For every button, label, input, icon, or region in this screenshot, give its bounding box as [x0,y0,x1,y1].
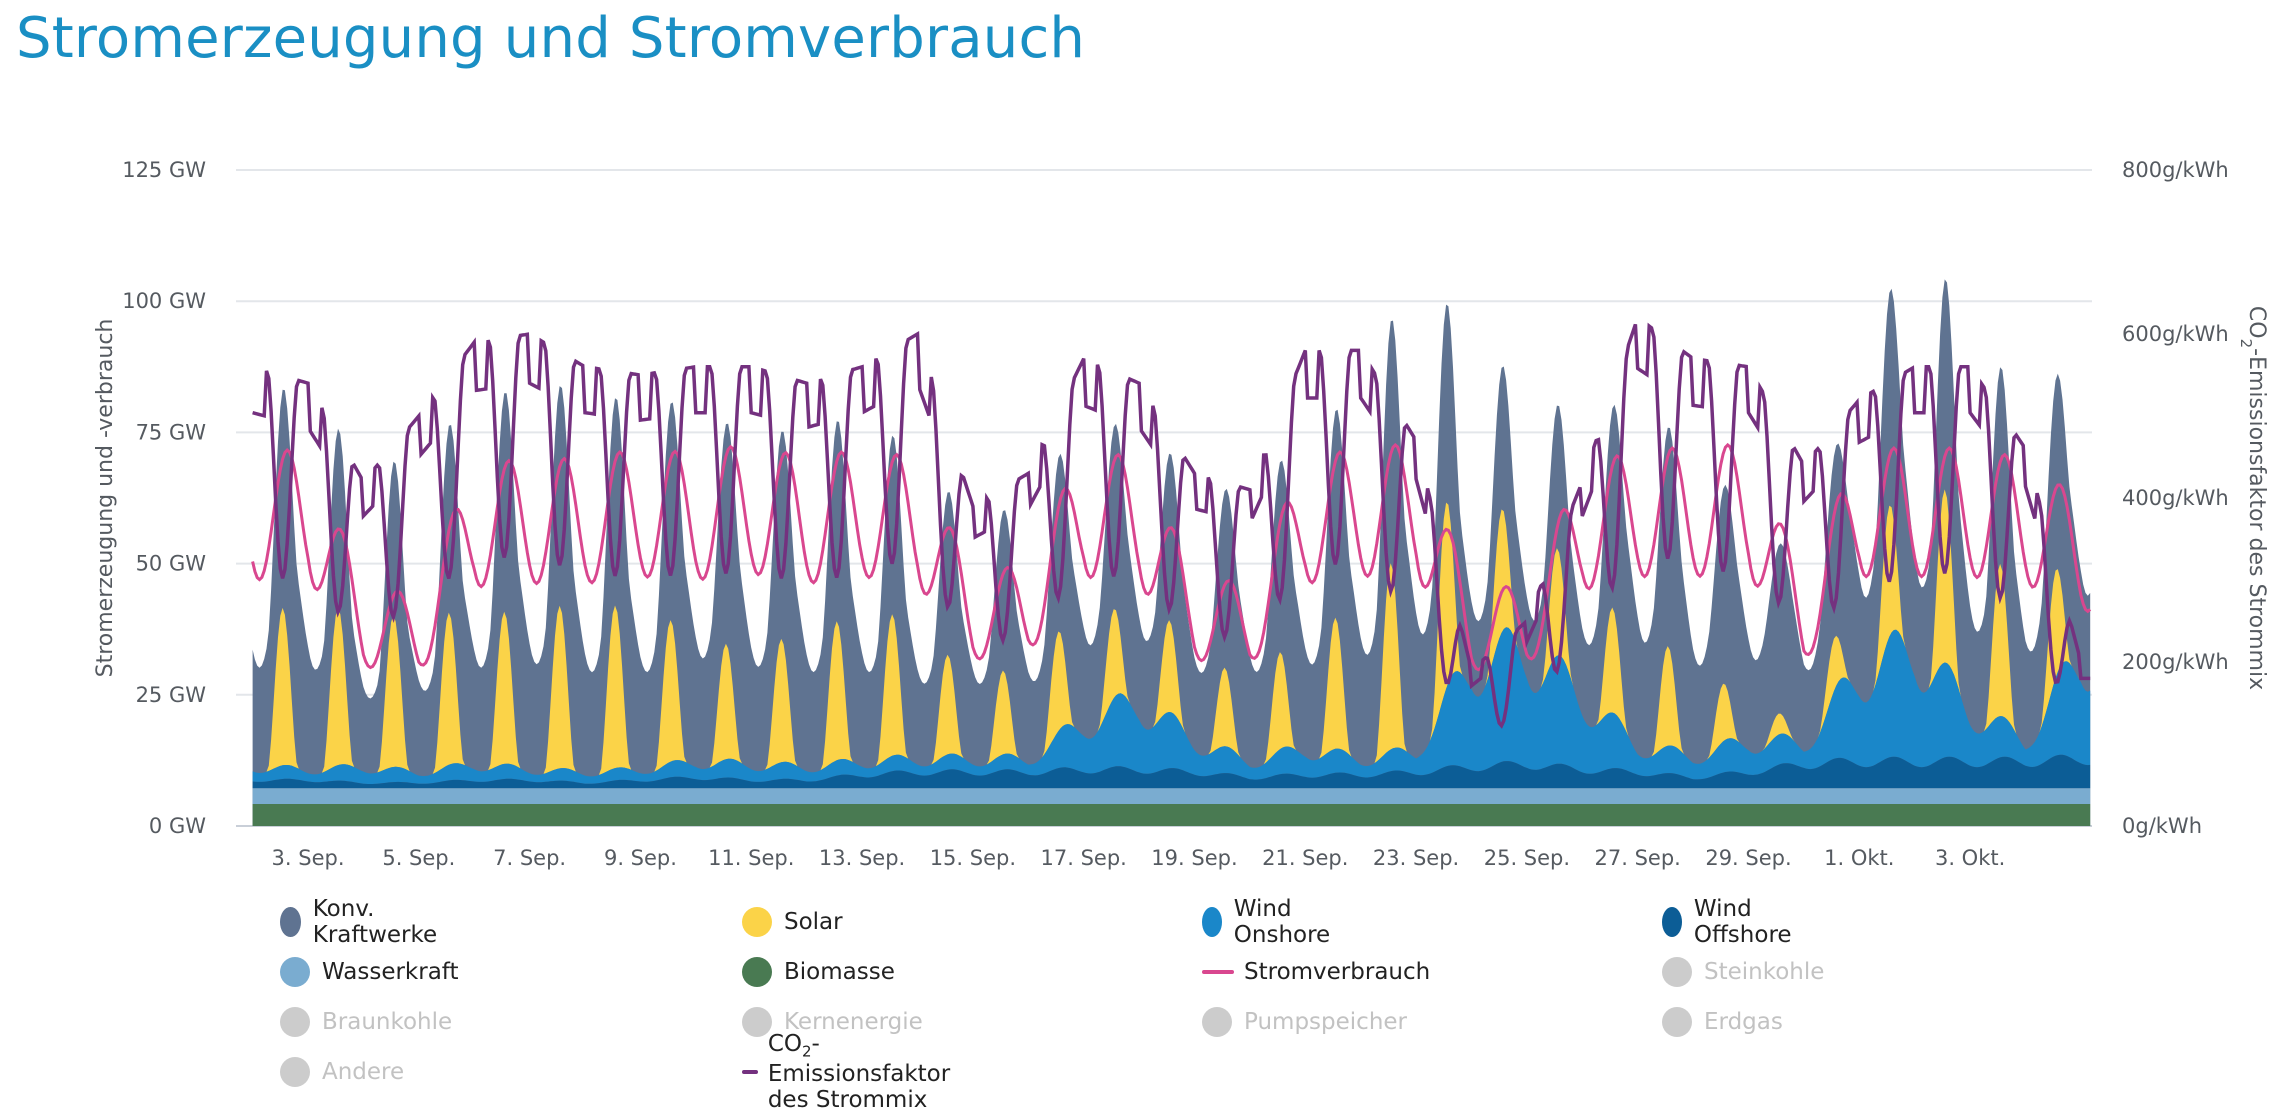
solar-swatch [742,907,772,937]
x-tick-label: 11. Sep. [708,846,794,870]
co2-pre: CO [767,1031,802,1058]
legend-label: Erdgas [1704,1009,1783,1035]
y2-axis-title: CO2-Emissionsfaktor des Strommix [2237,306,2269,690]
area-solar [252,489,2091,777]
x-tick-label: 3. Sep. [272,846,345,870]
legend-item-pumpspeicher[interactable]: Pumpspeicher [1202,1002,1407,1042]
wasserkraft-swatch [280,957,310,987]
y2-title-pre: CO [2244,306,2269,339]
y-axis-left: 0 GW 25 GW 50 GW 75 GW 100 GW 125 GW [122,158,206,838]
wind-onshore-swatch [1202,907,1222,937]
legend-item-konv-kraftwerke[interactable]: Konv. Kraftwerke [280,896,446,948]
x-tick-label: 21. Sep. [1262,846,1348,870]
legend-item-kernenergie[interactable]: Kernenergie [742,1002,923,1042]
x-tick-label: 29. Sep. [1705,846,1791,870]
legend-label: Pumpspeicher [1244,1009,1407,1035]
x-tick-label: 5. Sep. [382,846,455,870]
legend-item-solar[interactable]: Solar [742,902,843,942]
area-biomasse [252,803,2091,826]
erdgas-swatch [1662,1007,1692,1037]
legend-label: Andere [322,1059,405,1085]
x-tick-label: 1. Okt. [1824,846,1894,870]
x-tick-label: 27. Sep. [1595,846,1681,870]
legend-label: Wind Onshore [1233,896,1331,948]
legend-item-wind-onshore[interactable]: Wind Onshore [1202,896,1340,948]
legend-item-wasserkraft[interactable]: Wasserkraft [280,952,459,992]
y-tick-label: 75 GW [136,420,207,444]
legend-label: Solar [784,909,843,935]
kernenergie-swatch [742,1007,772,1037]
y-tick-label: 0 GW [149,814,206,838]
biomasse-swatch [742,957,772,987]
line-stromverbrauch [251,442,2092,672]
legend-item-erdgas[interactable]: Erdgas [1662,1002,1783,1042]
y2-title-post: -Emissionsfaktor des Strommix [2244,348,2269,690]
x-tick-label: 3. Okt. [1935,846,2005,870]
y-tick-label: 50 GW [136,552,207,576]
legend-item-stromverbrauch[interactable]: Stromverbrauch [1202,952,1430,992]
andere-swatch [280,1057,310,1087]
co2-sub: 2 [802,1042,812,1061]
legend-item-co2-emissionsfaktor[interactable]: CO2-Emissionsfaktor des Strommix [742,1031,966,1113]
legend-item-wind-offshore[interactable]: Wind Offshore [1662,896,1802,948]
konv-kraftwerke-swatch [280,907,301,937]
legend-item-biomasse[interactable]: Biomasse [742,952,895,992]
line-series [251,322,2092,729]
legend-label: Wasserkraft [322,959,459,985]
x-tick-label: 13. Sep. [819,846,905,870]
legend-item-andere[interactable]: Andere [280,1052,404,1092]
legend-label: Kernenergie [784,1009,923,1035]
stacked-areas [252,279,2091,826]
area-konv-kraftwerke [252,279,2091,826]
y-tick-label: 25 GW [136,683,207,707]
x-tick-label: 17. Sep. [1041,846,1127,870]
y2-tick-label: 600g/kWh [2122,322,2229,346]
area-wind-onshore [252,627,2091,784]
legend-item-braunkohle[interactable]: Braunkohle [280,1002,452,1042]
x-axis: 3. Sep. 5. Sep. 7. Sep. 9. Sep. 11. Sep. 13. … [272,846,2006,870]
x-tick-label: 15. Sep. [930,846,1016,870]
page-title: Stromerzeugung und Stromverbrauch [16,6,1086,71]
legend-label: Biomasse [784,959,895,985]
stromverbrauch-swatch [1202,970,1234,974]
area-wasserkraft [252,788,2091,804]
steinkohle-swatch [1662,957,1692,987]
y2-tick-label: 800g/kWh [2122,158,2229,182]
y2-tick-label: 200g/kWh [2122,650,2229,674]
legend-label: CO2-Emissionsfaktor des Strommix [768,1031,967,1113]
x-tick-label: 9. Sep. [604,846,677,870]
x-tick-label: 19. Sep. [1151,846,1237,870]
y-tick-label: 100 GW [122,289,206,313]
x-tick-label: 25. Sep. [1484,846,1570,870]
wind-offshore-swatch [1662,907,1682,937]
y-axis-title: Stromerzeugung und -verbrauch [93,319,118,678]
legend-label: Stromverbrauch [1244,959,1431,985]
legend-label: Konv. Kraftwerke [312,896,438,948]
x-tick-label: 7. Sep. [493,846,566,870]
area-wind-offshore [252,754,2091,789]
y2-tick-label: 0g/kWh [2122,814,2202,838]
legend-item-steinkohle[interactable]: Steinkohle [1662,952,1824,992]
y-axis-right: 0g/kWh 200g/kWh 400g/kWh 600g/kWh 800g/kWh [2122,158,2229,838]
pumpspeicher-swatch [1202,1007,1232,1037]
legend-label: Braunkohle [322,1009,453,1035]
line-co2-emissionsfaktor [252,322,2091,729]
y2-title-sub: 2 [2237,339,2255,349]
braunkohle-swatch [280,1007,310,1037]
co2-post: -Emissionsfaktor des Strommix [767,1031,951,1113]
legend-label: Steinkohle [1704,959,1825,985]
y-tick-label: 125 GW [122,158,206,182]
y2-tick-label: 400g/kWh [2122,486,2229,510]
co2-swatch [742,1070,758,1074]
x-tick-label: 23. Sep. [1373,846,1459,870]
legend-label: Wind Offshore [1693,896,1792,948]
